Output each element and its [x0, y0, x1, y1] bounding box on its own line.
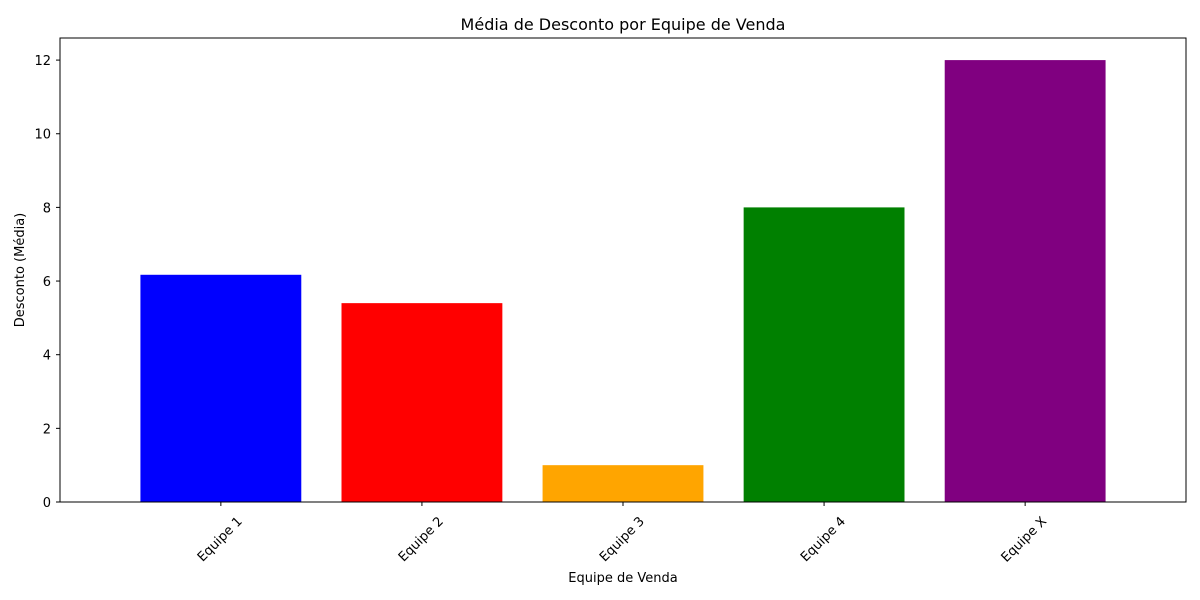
plot-frame [59, 37, 1187, 503]
chart-title: Média de Desconto por Equipe de Venda [461, 15, 786, 34]
y-tick-label: 0 [43, 496, 51, 511]
bar-equipe-1 [140, 274, 302, 502]
x-tick-label: Equipe 4 [798, 514, 849, 565]
y-tick-label: 4 [43, 349, 51, 364]
y-axis-ticks: 0 2 4 6 8 10 12 [34, 54, 60, 511]
y-tick-label: 12 [34, 54, 51, 69]
x-tick-label: Equipe 2 [396, 514, 447, 565]
x-axis-ticks: Equipe 1 Equipe 2 Equipe 3 Equipe 4 Equipe X [195, 502, 1050, 566]
bar-equipe-3 [542, 465, 704, 502]
y-tick-label: 6 [43, 275, 51, 290]
bar-equipe-4 [743, 207, 905, 502]
bar-equipe-x [944, 60, 1106, 502]
bars-layer [140, 60, 1106, 502]
x-tick-label: Equipe 1 [195, 514, 246, 565]
y-tick-label: 8 [43, 201, 51, 216]
x-tick-label: Equipe 3 [597, 514, 648, 565]
x-tick-label: Equipe X [999, 514, 1050, 565]
bar-equipe-2 [341, 303, 503, 502]
y-tick-label: 10 [34, 128, 51, 143]
x-axis-title: Equipe de Venda [568, 571, 677, 586]
y-tick-label: 2 [43, 422, 51, 437]
y-axis-title: Desconto (Média) [13, 213, 28, 328]
